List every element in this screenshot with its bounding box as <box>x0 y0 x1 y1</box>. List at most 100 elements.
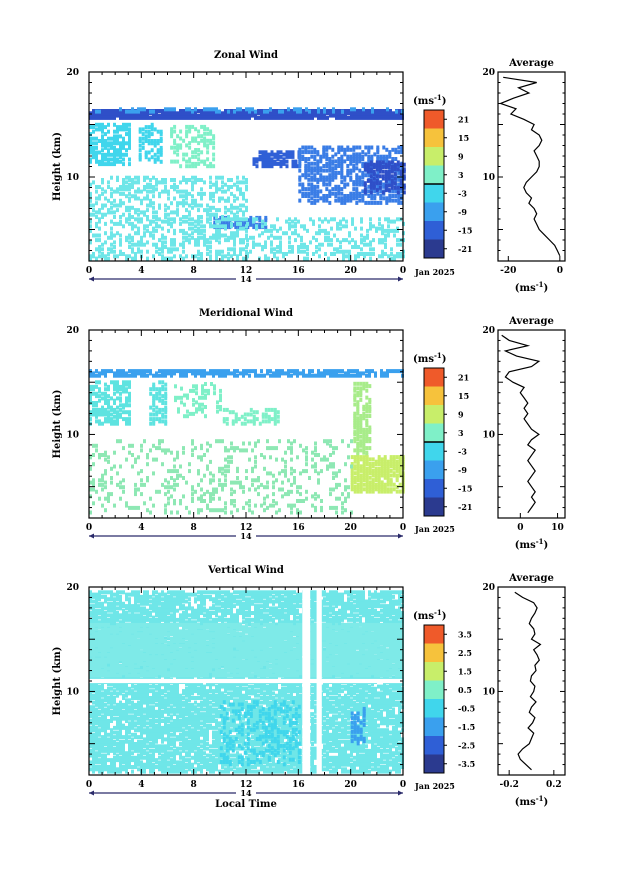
jet-cell <box>239 371 242 376</box>
jet-cell <box>98 371 101 376</box>
wind-cell <box>368 464 372 469</box>
wind-cell <box>260 453 263 457</box>
wind-cell <box>200 196 203 201</box>
wind-cell <box>206 212 209 217</box>
wind-cell <box>104 203 107 208</box>
wind-cell <box>185 191 188 196</box>
wind-cell <box>230 203 233 208</box>
wind-cell <box>393 167 397 172</box>
wind-cell <box>299 443 302 448</box>
jet-cell <box>248 107 251 112</box>
wind-cell <box>353 414 357 418</box>
wind-cell <box>392 462 396 466</box>
wind-cell <box>144 134 148 139</box>
wind-cell <box>98 684 101 689</box>
jet-cell <box>389 111 392 116</box>
wind-cell <box>119 606 122 611</box>
wind-cell <box>95 410 98 415</box>
wind-cell <box>92 252 95 256</box>
wind-cell <box>113 421 116 426</box>
wind-cell <box>258 154 262 159</box>
wind-cell <box>324 228 327 233</box>
wind-cell <box>230 501 233 506</box>
wind-cell <box>392 464 396 469</box>
jet-cell <box>260 113 263 118</box>
wind-cell <box>110 421 113 426</box>
wind-cell <box>104 453 107 457</box>
wind-cell <box>328 200 332 205</box>
wind-cell <box>325 194 329 198</box>
jet-cell <box>221 373 224 378</box>
wind-cell <box>298 159 302 164</box>
colorbar-band <box>424 110 444 129</box>
wind-cell <box>152 189 155 194</box>
wind-cell <box>188 157 192 162</box>
day-label-bg <box>236 274 256 284</box>
wind-cell <box>291 249 294 254</box>
wind-cell <box>307 145 311 150</box>
wind-cell <box>324 217 327 222</box>
wind-cell <box>237 225 241 230</box>
jet-cell <box>122 373 125 378</box>
jet-cell <box>242 369 245 374</box>
wind-cell <box>267 417 271 422</box>
jet-cell <box>353 373 356 378</box>
wind-cell <box>122 617 125 622</box>
wind-cell <box>104 693 107 698</box>
jet-cell <box>329 369 332 374</box>
wind-cell <box>349 177 353 182</box>
wind-cell <box>92 707 95 712</box>
wind-cell <box>218 249 221 254</box>
wind-cell <box>359 457 363 462</box>
jet-cell <box>209 371 212 376</box>
jet-cell <box>131 369 134 374</box>
wind-cell <box>245 185 248 189</box>
wind-cell <box>369 181 373 186</box>
wind-cell <box>240 414 244 419</box>
wind-cell <box>92 744 95 749</box>
wind-cell <box>191 180 194 185</box>
wind-cell <box>98 769 101 774</box>
wind-cell <box>334 166 338 171</box>
wind-cell <box>227 198 230 203</box>
wind-cell <box>92 478 95 483</box>
wind-cell <box>215 208 218 213</box>
wind-cell <box>337 196 341 201</box>
jet-cell <box>275 115 278 120</box>
wind-cell <box>215 487 218 492</box>
wind-cell <box>140 189 143 194</box>
jet-cell <box>323 369 326 374</box>
wind-cell <box>381 254 384 259</box>
wind-cell <box>98 125 101 130</box>
jet-cell <box>89 115 92 120</box>
wind-cell <box>366 167 370 172</box>
wind-cell <box>257 485 260 490</box>
profile-x-tick-label: -20 <box>500 266 516 276</box>
wind-cell <box>177 395 180 400</box>
wind-cell <box>146 249 149 254</box>
wind-cell <box>350 475 354 480</box>
panel-title: Meridional Wind <box>199 308 293 319</box>
wind-cell <box>101 601 104 606</box>
wind-cell <box>89 145 92 150</box>
wind-cell <box>203 143 207 148</box>
wind-cell <box>98 219 101 224</box>
wind-cell <box>311 450 314 455</box>
wind-cell <box>140 201 143 206</box>
wind-cell <box>176 210 179 215</box>
wind-cell <box>125 125 128 130</box>
wind-cell <box>341 505 344 510</box>
wind-cell <box>379 157 383 161</box>
wind-cell <box>92 709 95 714</box>
wind-cell <box>368 414 372 418</box>
wind-cell <box>387 233 390 238</box>
wind-cell <box>346 198 350 203</box>
wind-cell <box>128 182 131 187</box>
wind-cell <box>340 173 344 178</box>
wind-cell <box>141 145 145 150</box>
wind-cell <box>363 162 367 167</box>
jet-cell <box>305 113 308 118</box>
wind-cell <box>113 691 116 696</box>
wind-cell <box>137 242 140 247</box>
wind-cell <box>119 751 122 756</box>
